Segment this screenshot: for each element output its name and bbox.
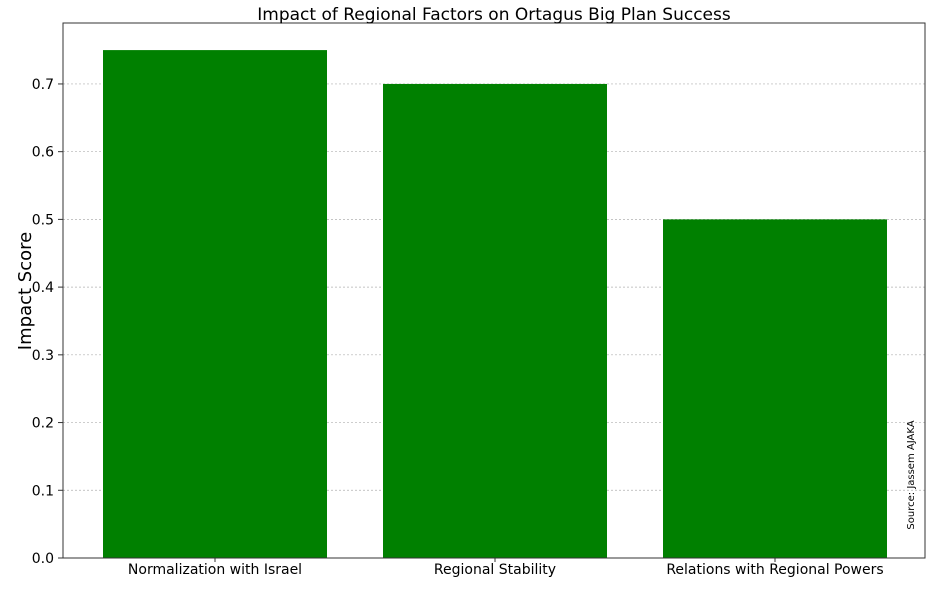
y-tick-label-1: 0.1 bbox=[32, 483, 54, 499]
bars-layer bbox=[103, 50, 887, 559]
y-tick-label-5: 0.5 bbox=[32, 212, 54, 228]
y-axis-label: Impact Score bbox=[15, 232, 36, 350]
x-ticks: Normalization with Israel Regional Stabil… bbox=[128, 558, 884, 578]
y-tick-label-3: 0.3 bbox=[32, 348, 54, 364]
y-tick-label-4: 0.4 bbox=[32, 280, 54, 296]
source-annotation: Source: Jassem AJAKA bbox=[906, 420, 917, 529]
bar-2 bbox=[663, 219, 887, 559]
y-ticks: 0.0 0.1 0.2 0.3 0.4 0.5 0.6 0.7 bbox=[32, 77, 63, 567]
bar-1 bbox=[383, 83, 607, 558]
y-tick-label-2: 0.2 bbox=[32, 416, 54, 432]
y-tick-label-7: 0.7 bbox=[32, 77, 54, 93]
y-tick-label-6: 0.6 bbox=[32, 145, 54, 161]
plot-frame bbox=[62, 22, 926, 559]
chart-title: Impact of Regional Factors on Ortagus Bi… bbox=[257, 5, 731, 25]
x-tick-label-2: Relations with Regional Powers bbox=[666, 562, 883, 578]
y-tick-label-0: 0.0 bbox=[32, 551, 54, 567]
x-tick-label-0: Normalization with Israel bbox=[128, 562, 302, 578]
x-tick-label-1: Regional Stability bbox=[434, 562, 556, 578]
bar-0 bbox=[103, 50, 327, 558]
axes-layer bbox=[62, 22, 926, 559]
